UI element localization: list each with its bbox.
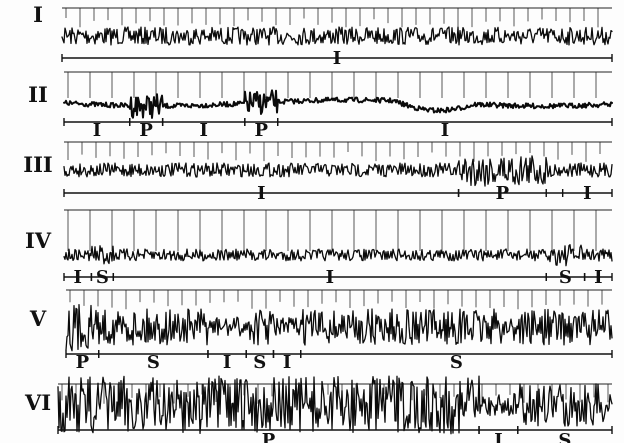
recording-row: III P I P I bbox=[28, 71, 613, 141]
eeg-trace bbox=[61, 26, 613, 46]
stage-label: I bbox=[199, 120, 207, 141]
stage-label: P bbox=[139, 120, 153, 141]
recording-row: IVI S I S I bbox=[25, 209, 613, 288]
stage-label: I bbox=[494, 430, 502, 443]
eeg-trace bbox=[63, 155, 613, 187]
stage-label: I bbox=[594, 267, 602, 288]
row-label: III bbox=[23, 152, 52, 177]
stage-label: I bbox=[257, 183, 265, 204]
stage-label: I bbox=[223, 352, 231, 373]
stage-label: I bbox=[93, 120, 101, 141]
eeg-trace bbox=[65, 304, 613, 352]
row-label: I bbox=[33, 2, 43, 27]
eeg-trace bbox=[63, 244, 613, 267]
row-label: II bbox=[28, 82, 48, 107]
recording-row: VI P I S bbox=[24, 375, 613, 443]
row-label: VI bbox=[24, 390, 51, 415]
stage-label: S bbox=[558, 430, 571, 443]
stage-label: I bbox=[441, 120, 449, 141]
stage-label: P bbox=[255, 120, 269, 141]
stage-label: S bbox=[253, 352, 266, 373]
stage-label: S bbox=[450, 352, 463, 373]
stage-label: S bbox=[147, 352, 160, 373]
row-label: V bbox=[29, 306, 47, 331]
stage-label: P bbox=[76, 352, 90, 373]
recording-row: VP S I S I S bbox=[29, 289, 613, 373]
stage-label: I bbox=[283, 352, 291, 373]
stage-label: S bbox=[559, 267, 572, 288]
row-label: IV bbox=[25, 228, 52, 253]
eeg-trace bbox=[57, 375, 613, 435]
stage-label: I bbox=[326, 267, 334, 288]
stage-label: P bbox=[496, 183, 510, 204]
eeg-trace bbox=[63, 89, 613, 119]
recording-row: II bbox=[33, 2, 613, 69]
stage-label: S bbox=[96, 267, 109, 288]
stage-label: I bbox=[583, 183, 591, 204]
stage-label: I bbox=[333, 48, 341, 69]
stage-label: I bbox=[73, 267, 81, 288]
stage-label: P bbox=[262, 430, 276, 443]
